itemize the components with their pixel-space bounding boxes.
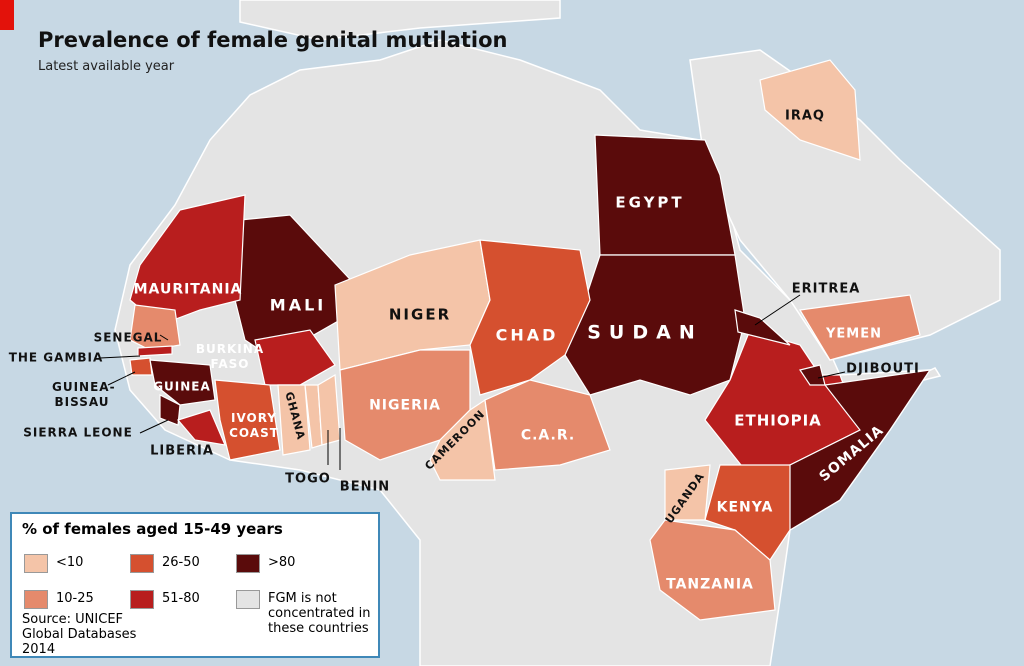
country-label: NIGERIA [369,397,441,414]
country-label: THE GAMBIA [8,350,104,365]
country-shape [759,59,861,161]
legend-swatch [130,554,154,573]
country-shape [734,309,791,346]
country-label: SENEGAL [93,330,163,345]
country-shape [594,134,736,256]
leader-line [817,371,846,379]
legend-label: 26-50 [162,555,200,570]
country-shape [159,394,181,426]
country-label: GUINEA-BISSAU [52,380,116,409]
country-label: SUDAN [587,321,703,344]
country-shape [664,464,711,521]
title: Prevalence of female genital mutilation [38,28,508,52]
country-label: KENYA [716,499,774,516]
country-shape [649,519,776,621]
country-shape [799,294,921,361]
country-shape [176,409,226,446]
country-shape [149,359,216,406]
country-label: C.A.R. [520,427,576,444]
legend-label: <10 [56,555,84,570]
country-label: LIBERIA [150,443,214,459]
country-shape [254,329,336,386]
land [239,0,561,41]
country-label: MALI [269,295,327,315]
legend-label: FGM is not concentrated in these countri… [268,591,371,636]
country-label: BURKINA FASO [195,342,265,371]
country-shape [779,369,932,531]
legend-swatch [24,590,48,609]
legend-label: >80 [268,555,296,570]
country-shape [129,357,153,376]
legend-swatch [236,590,260,609]
source: Source: UNICEF Global Databases 2014 [22,612,137,657]
legend-swatch [236,554,260,573]
country-label: BENIN [339,479,391,495]
leader-line [107,371,136,386]
leader-line [99,355,141,359]
country-label: SIERRA LEONE [23,425,133,440]
legend: % of females aged 15-49 years Source: UN… [10,512,380,658]
leader-line [754,294,801,326]
country-label: TANZANIA [666,576,754,593]
legend-title: % of females aged 15-49 years [22,520,283,538]
country-label: IRAQ [785,108,825,124]
country-label: CHAD [495,325,559,345]
country-shape [429,398,496,481]
legend-swatch [130,590,154,609]
subtitle: Latest available year [38,59,175,74]
country-shape [214,379,281,461]
legend-label: 10-25 [56,591,94,606]
country-shape [484,379,611,471]
country-label: EGYPT [615,193,685,212]
country-shape [129,194,246,326]
country-label: IVORY COAST [229,411,279,440]
legend-label: 51-80 [162,591,200,606]
country-shape [277,384,311,456]
country-label: NIGER [388,305,452,324]
legend-swatch [24,554,48,573]
country-label: ERITREA [791,281,861,297]
country-label: YEMEN [826,326,882,342]
country-label: MAURITANIA [133,281,243,298]
leader-line [159,334,169,341]
country-label: ETHIOPIA [734,411,822,430]
leader-line [139,419,169,434]
country-label: DJIBOUTI [846,361,920,377]
country-label: GUINEA [153,379,211,394]
country-shape [137,345,173,357]
brand-mark [0,0,14,30]
country-label: TOGO [285,471,331,487]
